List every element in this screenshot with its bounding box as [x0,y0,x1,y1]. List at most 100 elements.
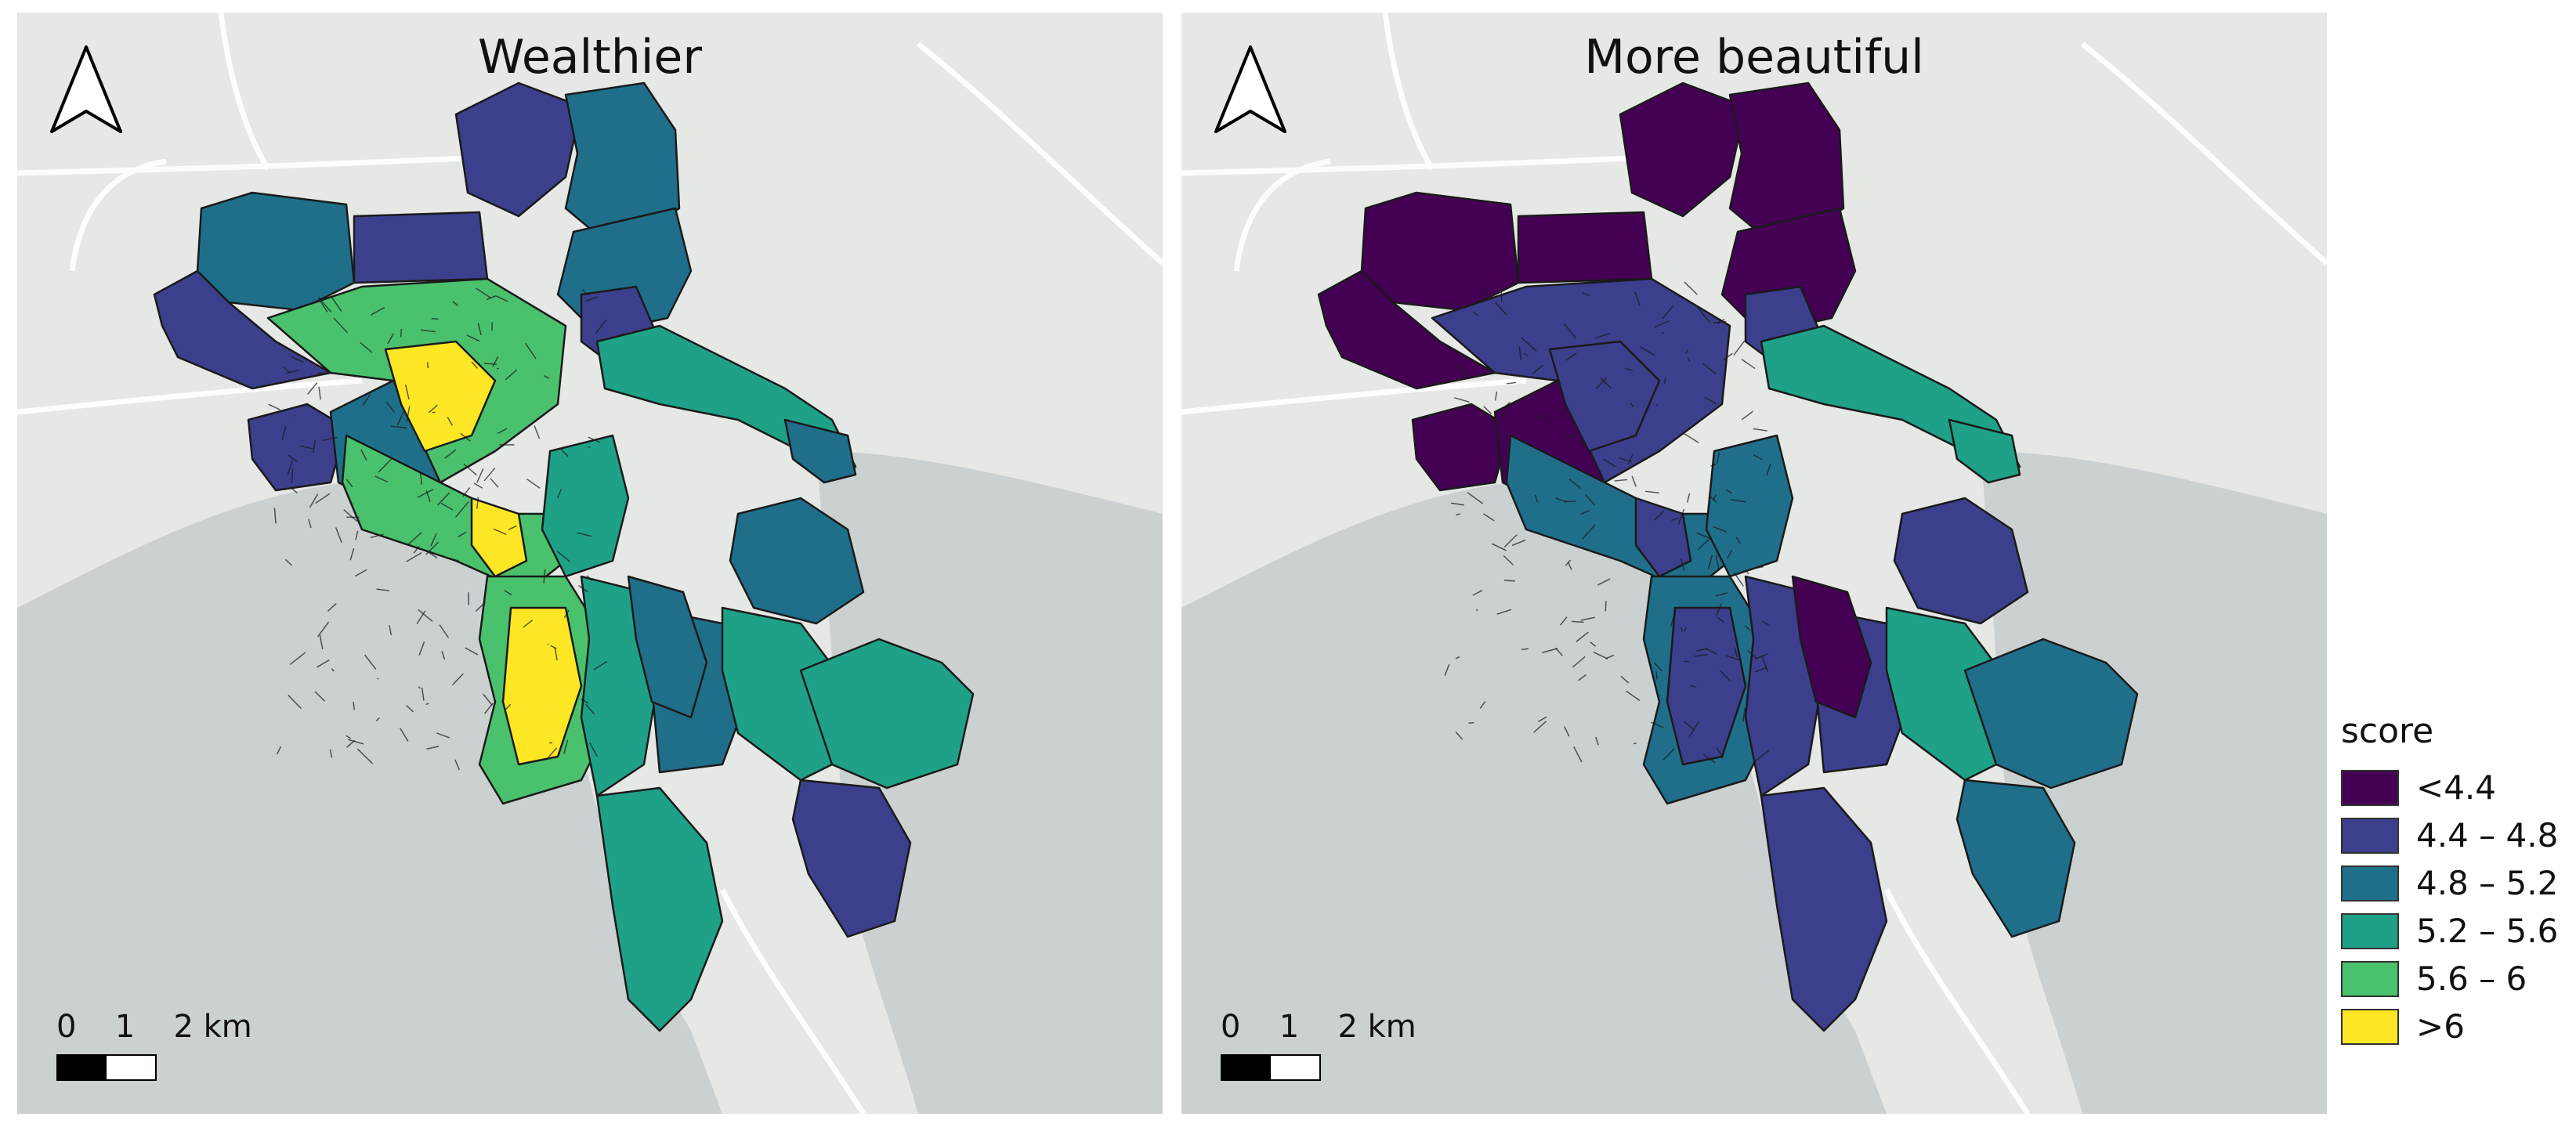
tract-line [1663,377,1666,384]
region-west-low[interactable] [1411,403,1512,492]
tract-line [346,735,351,739]
tract-line [1501,406,1509,418]
tract-line [1559,616,1568,626]
region-west-low[interactable] [247,403,348,492]
map-panel-wealthier[interactable]: Wealthier 0 1 2 km [17,13,1163,1114]
tract-line [452,673,464,685]
tract-line [374,475,389,483]
region-coast-yellow[interactable] [470,497,528,578]
tract-line [1715,592,1728,597]
tract-line [1761,656,1769,673]
tract-line [559,447,569,457]
tract-line [1590,641,1597,647]
tract-line [1742,707,1746,722]
tract-line [1603,458,1616,468]
region-north-strips[interactable] [1517,211,1653,284]
tract-line [1581,524,1597,540]
region-north-strips[interactable] [353,211,489,284]
tract-line [1483,406,1492,414]
tract-line [1745,569,1749,575]
tract-line [378,458,393,473]
region-mid-neck[interactable] [541,434,630,578]
tract-line [1670,613,1676,627]
region-far-east-1[interactable] [799,638,975,790]
region-nw-large-1[interactable] [196,191,356,312]
legend-label: >6 [2416,1007,2465,1046]
tract-line [1634,291,1641,306]
tract-line [455,501,469,518]
tract-line [563,609,570,619]
tract-line [1697,537,1711,551]
tract-line [1645,490,1659,494]
region-mid-neck[interactable] [1705,434,1794,578]
tract-line [355,530,359,540]
tract-line [1755,652,1769,659]
map-panel-more-beautiful[interactable]: More beautiful 0 1 2 km [1181,13,2327,1114]
tract-line [1725,489,1732,494]
region-east-arm-tip[interactable] [1948,418,2021,484]
choropleth-regions [153,81,975,1032]
region-center-core[interactable] [1548,340,1661,453]
region-south-tail[interactable] [1760,786,1888,1032]
region-south-core[interactable] [501,606,583,766]
tract-line [1713,320,1727,323]
region-east-arm-tip[interactable] [783,418,857,484]
scale-label-0: 0 [56,1009,77,1045]
tract-line [1468,721,1474,724]
tract-line [360,449,367,461]
tract-line [1733,572,1744,587]
region-south-tail[interactable] [595,786,724,1032]
region-south-spine[interactable] [627,575,708,719]
tract-line [1497,457,1500,467]
region-south-spine[interactable] [1791,575,1872,719]
scale-label-1: 1 [1279,1009,1300,1045]
tract-line [317,296,332,313]
tract-line [1445,300,1453,309]
region-east-lobe[interactable] [729,497,865,625]
tract-line [1715,555,1720,569]
tract-line [441,650,446,660]
tract-line [348,739,364,745]
region-far-east-2[interactable] [791,779,912,938]
tract-line [1494,391,1498,401]
tract-line [370,533,384,539]
tract-line [1766,463,1771,476]
tract-line [1534,494,1539,503]
tract-line [281,426,287,441]
tract-line [1726,655,1740,661]
tract-line [440,502,454,511]
tract-line [289,652,306,666]
tract-line [1723,352,1733,361]
tract-line [1696,532,1712,540]
tract-line [1753,453,1763,461]
tract-line [406,406,411,422]
tract-line [1564,433,1575,437]
tract-line [418,686,421,689]
tract-line [1557,406,1565,421]
tract-line [544,375,550,379]
tract-line [585,703,595,715]
tract-line [1555,648,1563,656]
region-east-lobe[interactable] [1893,497,2029,625]
tract-line [1755,667,1767,673]
region-nw-large-1[interactable] [1360,191,1520,312]
tract-line [524,342,537,360]
tract-line [1761,620,1769,626]
legend-label: <4.4 [2416,768,2496,807]
region-far-east-1[interactable] [1963,638,2139,790]
tract-line [588,436,601,443]
tract-line [1662,748,1675,761]
tract-line [483,363,497,365]
region-center-core[interactable] [384,340,497,453]
tract-line [362,393,371,407]
region-far-east-2[interactable] [1956,779,2076,938]
region-north-top[interactable] [1619,81,1747,218]
tract-line [425,549,438,559]
tract-line [1710,464,1717,467]
legend-swatch [2341,912,2399,949]
region-north-top[interactable] [454,81,583,218]
tract-line [309,493,319,508]
tract-line [523,620,534,628]
tract-line [1694,654,1708,657]
region-coast-yellow[interactable] [1634,497,1692,578]
